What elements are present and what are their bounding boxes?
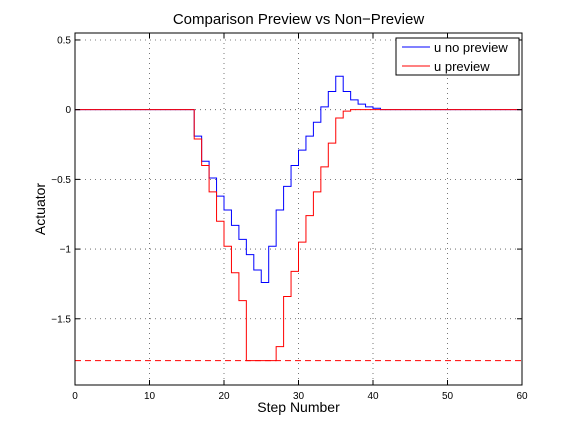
x-tick-label: 30 [293, 391, 305, 402]
x-axis-label: Step Number [257, 399, 340, 415]
y-axis-label: Actuator [32, 183, 48, 235]
x-tick-label: 10 [144, 391, 156, 402]
series-layer [75, 75, 522, 362]
x-tick-label: 40 [367, 391, 379, 402]
ticks: 0 10 20 30 40 50 60 −1.5 −1 −0.5 0 0.5 [51, 33, 528, 402]
y-tick-label: −1 [60, 245, 72, 256]
chart-title: Comparison Preview vs Non−Preview [173, 11, 425, 28]
legend: u no preview u preview [395, 37, 520, 76]
legend-label-u-preview: u preview [434, 59, 490, 74]
series-line-u-preview [75, 109, 522, 362]
y-tick-label: 0 [65, 105, 71, 116]
legend-label-u-no-preview: u no preview [434, 40, 508, 55]
x-tick-label: 50 [442, 391, 454, 402]
y-tick-label: −1.5 [51, 314, 71, 325]
y-tick-label: −0.5 [51, 175, 71, 186]
y-tick-label: 0.5 [57, 35, 71, 46]
x-tick-label: 20 [218, 391, 230, 402]
legend-box [395, 37, 520, 76]
x-tick-label: 60 [516, 391, 528, 402]
x-tick-label: 0 [72, 391, 78, 402]
